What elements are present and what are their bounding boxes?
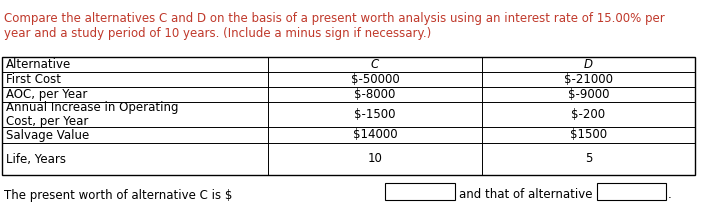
Text: Life, Years: Life, Years	[6, 152, 65, 166]
Text: Salvage Value: Salvage Value	[6, 129, 89, 141]
Text: Alternative: Alternative	[6, 58, 71, 71]
Text: AOC, per Year: AOC, per Year	[6, 88, 87, 101]
Text: $-9000: $-9000	[568, 88, 609, 101]
Text: C: C	[371, 58, 379, 71]
Text: $-8000: $-8000	[354, 88, 395, 101]
Text: $-50000: $-50000	[350, 73, 400, 86]
Text: $-200: $-200	[571, 108, 606, 121]
Text: 5: 5	[585, 152, 592, 166]
Text: Annual Increase in Operating
Cost, per Year: Annual Increase in Operating Cost, per Y…	[6, 101, 178, 129]
Bar	[597, 183, 666, 200]
Text: $-21000: $-21000	[564, 73, 613, 86]
Text: year and a study period of 10 years. (Include a minus sign if necessary.): year and a study period of 10 years. (In…	[4, 27, 431, 40]
Text: .: .	[668, 189, 672, 201]
Text: $1500: $1500	[570, 129, 607, 141]
Text: and that of alternative D is $: and that of alternative D is $	[459, 189, 630, 201]
Bar	[2, 57, 695, 175]
Text: $14000: $14000	[353, 129, 397, 141]
Text: 10: 10	[367, 152, 383, 166]
Text: First Cost: First Cost	[6, 73, 60, 86]
Text: $-1500: $-1500	[354, 108, 396, 121]
Text: D: D	[584, 58, 593, 71]
Bar	[385, 183, 455, 200]
Text: The present worth of alternative C is $: The present worth of alternative C is $	[4, 189, 232, 201]
Text: Compare the alternatives C and D on the basis of a present worth analysis using : Compare the alternatives C and D on the …	[4, 12, 665, 25]
